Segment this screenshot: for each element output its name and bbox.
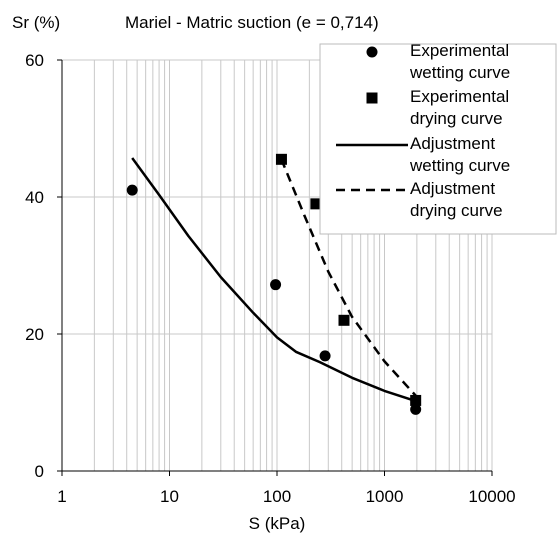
legend-label: Experimental: [410, 41, 509, 60]
legend: Experimental wetting curve Experimental dry…: [319, 41, 557, 235]
drying-fit-line: [280, 158, 417, 397]
drying-data-point: [410, 394, 422, 406]
x-axis-label: S (kPa): [249, 514, 306, 533]
x-tick-label: 1000: [366, 487, 404, 506]
x-tick-label: 10: [160, 487, 179, 506]
y-tick-label: 0: [35, 462, 44, 481]
drying-data-point: [275, 153, 287, 165]
drying-data-point: [338, 314, 350, 326]
x-tick-label: 1: [57, 487, 66, 506]
legend-label: drying curve: [410, 109, 503, 128]
wetting-data-point: [270, 279, 282, 291]
grid: [62, 59, 493, 471]
x-tick-label: 10000: [468, 487, 515, 506]
legend-label: Adjustment: [410, 179, 495, 198]
x-tick-label: 100: [263, 487, 291, 506]
wetting-data-point: [126, 184, 138, 196]
legend-symbol: [366, 92, 378, 104]
y-tick-label: 60: [25, 51, 44, 70]
drying-data-point: [310, 198, 322, 210]
tick-labels: 1 10 100 1000 10000 0 20 40 60: [25, 51, 516, 506]
wetting-fit-line: [131, 157, 417, 403]
wetting-data-point: [319, 350, 331, 362]
legend-box: [319, 43, 557, 235]
legend-label: Adjustment: [410, 134, 495, 153]
legend-label: drying curve: [410, 201, 503, 220]
y-tick-label: 20: [25, 325, 44, 344]
legend-symbol: [366, 46, 378, 58]
legend-label: wetting curve: [409, 156, 510, 175]
legend-label: wetting curve: [409, 63, 510, 82]
series-lines: [131, 157, 417, 403]
legend-label: Experimental: [410, 87, 509, 106]
series-points: [126, 153, 422, 415]
wetting-data-point: [410, 403, 422, 415]
y-axis-label: Sr (%): [12, 13, 60, 32]
y-tick-label: 40: [25, 188, 44, 207]
chart-title: Mariel - Matric suction (e = 0,714): [125, 13, 379, 32]
